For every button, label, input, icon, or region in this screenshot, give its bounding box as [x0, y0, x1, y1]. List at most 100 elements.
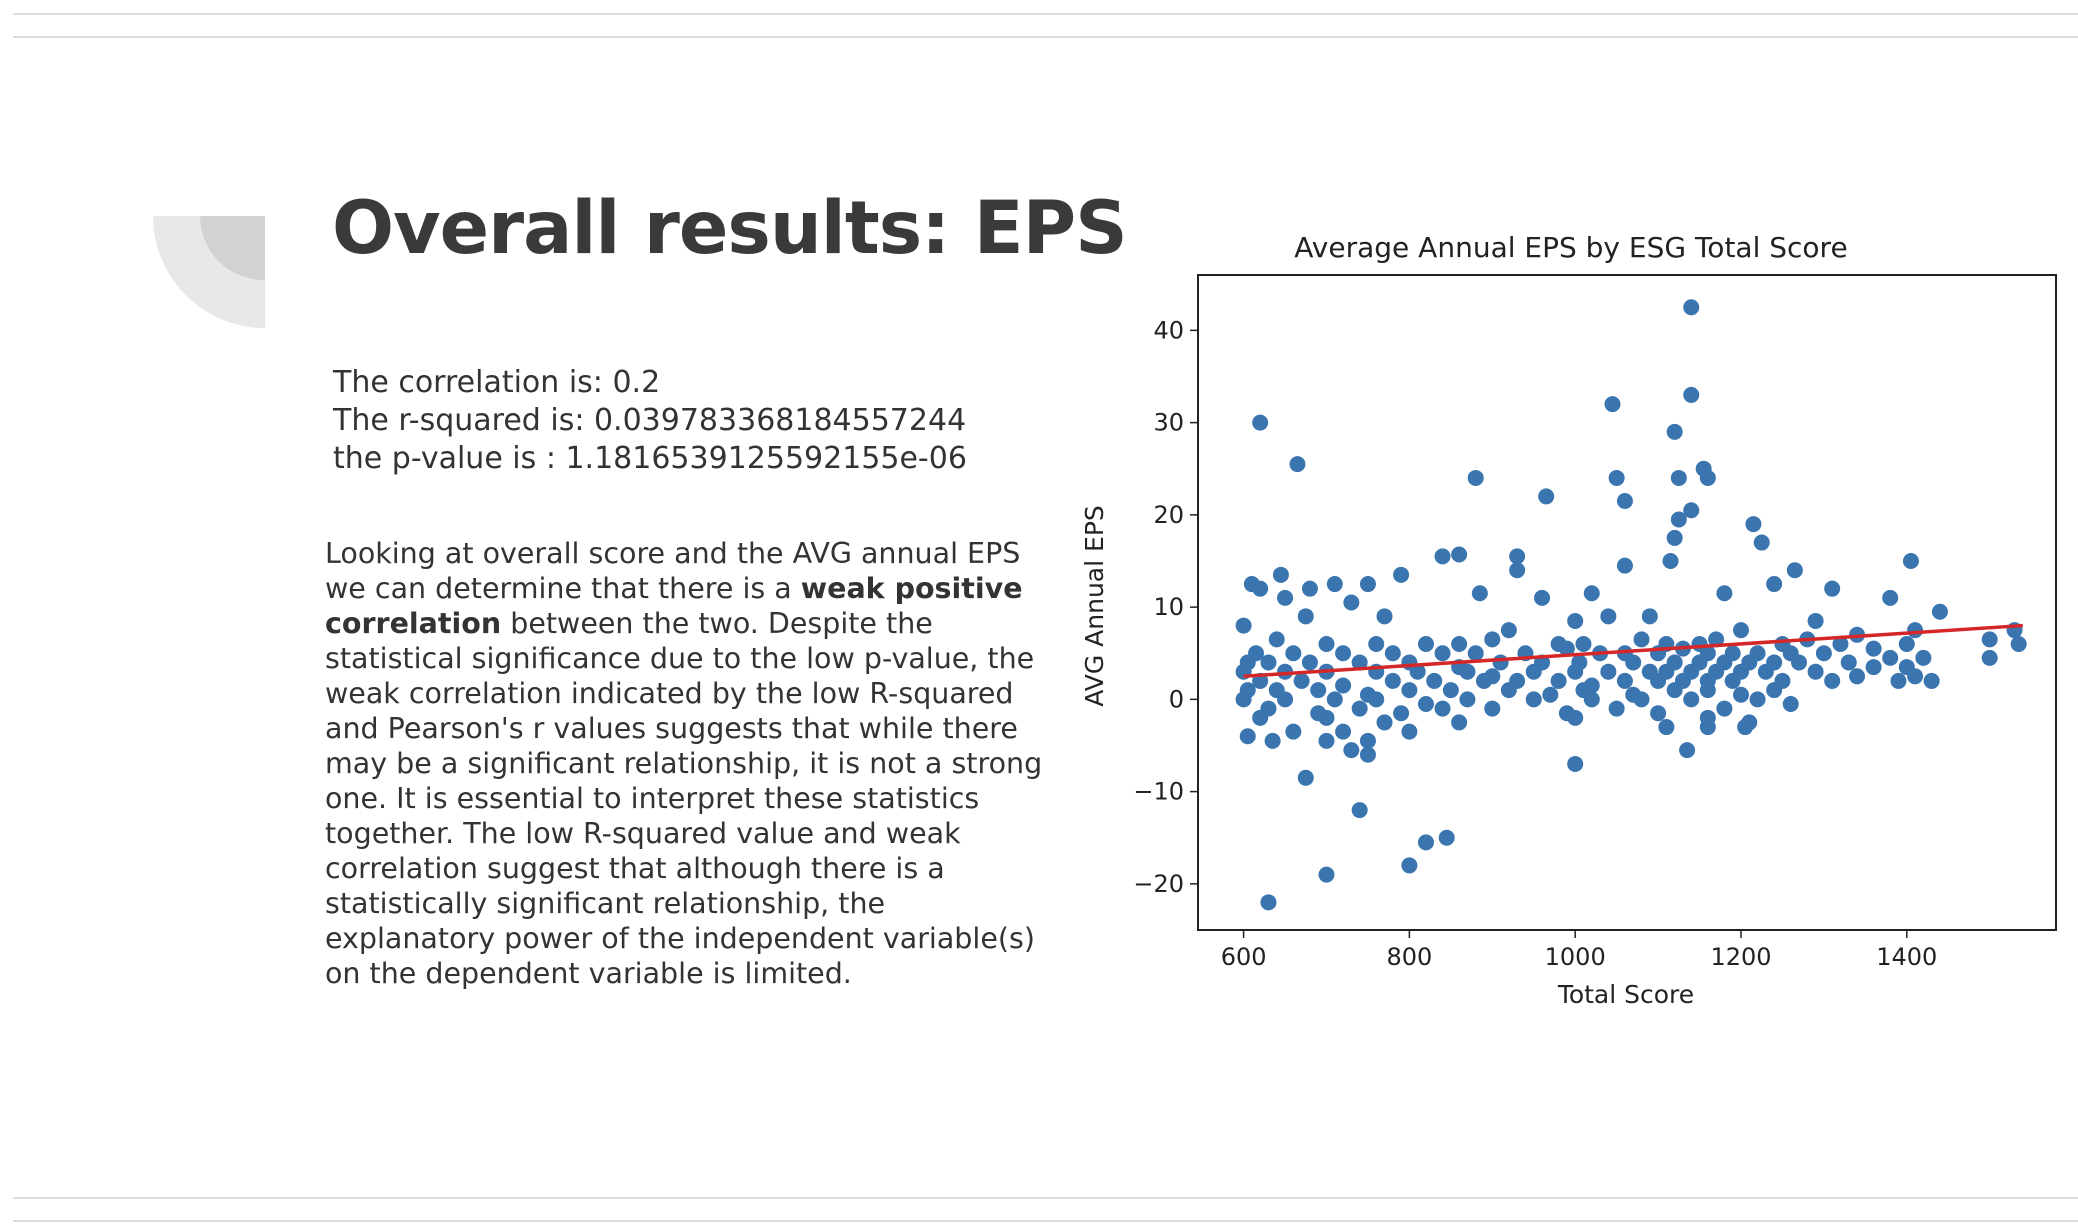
data-point — [1666, 529, 1683, 546]
data-point — [1670, 469, 1687, 486]
data-point — [1683, 299, 1700, 316]
data-point — [1434, 700, 1451, 717]
data-point — [1277, 663, 1294, 680]
x-tick-label: 1400 — [1876, 943, 1937, 971]
data-point — [1318, 636, 1335, 653]
data-point — [1732, 686, 1749, 703]
data-point — [1239, 728, 1256, 745]
data-point — [1749, 691, 1766, 708]
paragraph-emphasis: weak positive correlation — [325, 572, 1023, 640]
data-point — [1318, 732, 1335, 749]
paragraph-intro: Looking at overall score and the AVG ann… — [325, 537, 1021, 605]
data-point — [1840, 654, 1857, 671]
data-point — [1252, 709, 1269, 726]
data-point — [1467, 645, 1484, 662]
data-point — [1318, 709, 1335, 726]
data-point — [1666, 682, 1683, 699]
data-point — [1434, 548, 1451, 565]
data-point — [1359, 576, 1376, 593]
data-point — [1538, 488, 1555, 505]
data-point — [1849, 668, 1866, 685]
data-point — [1409, 663, 1426, 680]
data-point — [1277, 589, 1294, 606]
data-point — [1417, 695, 1434, 712]
data-point — [1467, 469, 1484, 486]
data-point — [1351, 700, 1368, 717]
data-point — [1604, 396, 1621, 413]
data-point — [1882, 649, 1899, 666]
data-point — [1393, 705, 1410, 722]
data-point — [1708, 631, 1725, 648]
data-point — [1289, 456, 1306, 473]
data-point — [1737, 719, 1754, 736]
data-point — [1401, 723, 1418, 740]
data-point — [1658, 719, 1675, 736]
data-point — [1310, 682, 1327, 699]
data-point — [1633, 631, 1650, 648]
y-tick-label: −10 — [1133, 778, 1184, 806]
data-point — [1484, 700, 1501, 717]
data-point — [1534, 589, 1551, 606]
correlation-text: The correlation is: 0.2 — [333, 365, 661, 400]
data-point — [1326, 691, 1343, 708]
data-point — [1438, 829, 1455, 846]
data-point — [1442, 682, 1459, 699]
x-tick-label: 800 — [1386, 943, 1432, 971]
x-tick-label: 1200 — [1710, 943, 1771, 971]
data-point — [1600, 663, 1617, 680]
data-point — [1981, 631, 1998, 648]
top-rule — [13, 13, 2078, 15]
data-point — [1902, 552, 1919, 569]
y-tick-label: 30 — [1153, 409, 1184, 437]
top-rule-secondary — [13, 36, 2078, 38]
data-point — [1907, 668, 1924, 685]
data-point — [1384, 645, 1401, 662]
bottom-rule — [13, 1197, 2078, 1199]
data-point — [1724, 672, 1741, 689]
data-point — [1699, 682, 1716, 699]
r-squared-text: The r-squared is: 0.039783368184557244 — [333, 403, 967, 438]
x-tick-label: 600 — [1221, 943, 1267, 971]
data-point — [1335, 677, 1352, 694]
data-point — [1359, 732, 1376, 749]
data-point — [2010, 636, 2027, 653]
chart-title: Average Annual EPS by ESG Total Score — [1294, 231, 1847, 264]
data-point — [1583, 585, 1600, 602]
data-point — [1650, 705, 1667, 722]
data-point — [1683, 691, 1700, 708]
data-point — [1625, 654, 1642, 671]
data-point — [1832, 636, 1849, 653]
data-point — [1699, 719, 1716, 736]
data-point — [1824, 672, 1841, 689]
data-point — [1683, 386, 1700, 403]
data-point — [1368, 636, 1385, 653]
scatter-chart: Average Annual EPS by ESG Total Score To… — [1080, 231, 2057, 1009]
data-point — [1650, 672, 1667, 689]
data-point — [1509, 562, 1526, 579]
data-points — [1235, 299, 2027, 911]
data-point — [1915, 649, 1932, 666]
trendline — [1243, 623, 2023, 679]
data-point — [1732, 622, 1749, 639]
data-point — [1662, 552, 1679, 569]
data-point — [1393, 566, 1410, 583]
data-point — [1351, 802, 1368, 819]
data-point — [1824, 580, 1841, 597]
data-point — [1567, 755, 1584, 772]
data-point — [1509, 548, 1526, 565]
slide-title: Overall results: EPS — [332, 186, 1128, 271]
data-point — [1301, 580, 1318, 597]
data-point — [1766, 682, 1783, 699]
data-point — [1471, 585, 1488, 602]
data-point — [1484, 631, 1501, 648]
data-point — [1608, 469, 1625, 486]
y-tick-label: 10 — [1153, 593, 1184, 621]
data-point — [1907, 622, 1924, 639]
y-tick-label: 40 — [1153, 316, 1184, 344]
data-point — [1343, 594, 1360, 611]
data-point — [1252, 580, 1269, 597]
data-point — [1550, 672, 1567, 689]
data-point — [1260, 654, 1277, 671]
data-point — [1616, 557, 1633, 574]
statistics-block: The correlation is: 0.2 The r-squared is… — [333, 364, 967, 478]
